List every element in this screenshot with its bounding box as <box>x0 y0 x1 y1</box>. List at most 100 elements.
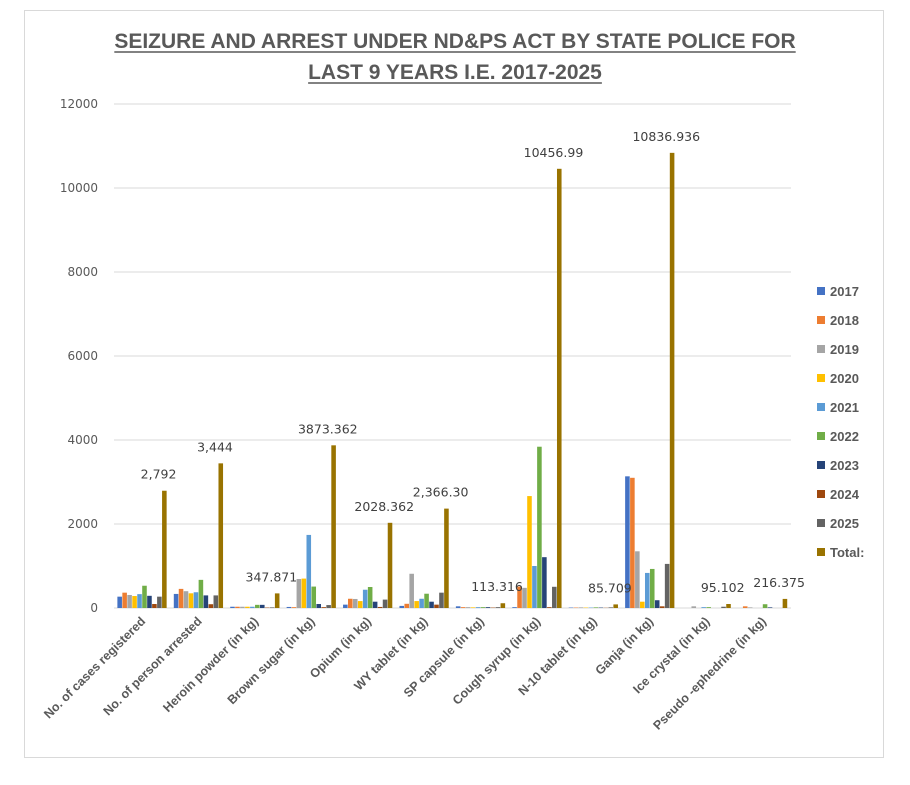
bar-total <box>782 598 788 608</box>
bar-2024 <box>321 607 326 608</box>
data-label: 10456.99 <box>524 145 584 160</box>
y-tick-label: 6000 <box>67 349 98 363</box>
bar-2020 <box>188 593 194 608</box>
bar-2025 <box>608 607 614 608</box>
bar-2021 <box>701 607 706 608</box>
data-label: 2,366.30 <box>413 485 469 500</box>
bar-2024 <box>434 604 439 608</box>
legend-label: 2019 <box>830 342 859 357</box>
bar-total <box>331 445 336 608</box>
bar-2022 <box>593 607 599 608</box>
bar-2025 <box>495 607 501 608</box>
bar-2018 <box>178 588 184 608</box>
bar-2019 <box>747 607 753 608</box>
bar-2025 <box>213 595 219 608</box>
bar-2020 <box>357 601 363 608</box>
bar-2021 <box>475 607 481 608</box>
bar-2023 <box>372 601 378 608</box>
y-tick-label: 2000 <box>67 517 98 531</box>
bar-2023 <box>429 601 434 608</box>
bar-2022 <box>424 593 429 608</box>
bar-2018 <box>291 607 297 608</box>
data-label: 85.709 <box>588 580 632 595</box>
bar-2024 <box>377 606 383 608</box>
bar-2019 <box>465 607 471 608</box>
legend-label: 2024 <box>830 487 860 502</box>
category-label: No. of person arrested <box>101 614 205 718</box>
bar-2017 <box>230 606 235 608</box>
bar-total <box>218 463 224 608</box>
bar-2017 <box>512 607 517 608</box>
data-label: 95.102 <box>701 580 745 595</box>
bar-2018 <box>517 586 522 608</box>
bar-2022 <box>649 568 655 608</box>
bar-2025 <box>157 596 162 608</box>
category-label: Pseudo -ephedrine (in kg) <box>650 614 768 732</box>
bar-2022 <box>142 585 147 608</box>
bar-2023 <box>203 595 209 608</box>
bar-2018 <box>630 477 635 608</box>
data-label: 113.316 <box>471 579 523 594</box>
legend-swatch <box>817 287 825 295</box>
legend-swatch <box>817 519 825 527</box>
legend-swatch <box>817 374 825 382</box>
y-tick-label: 0 <box>90 601 98 615</box>
bar-chart: SEIZURE AND ARREST UNDER ND&PS ACT BY ST… <box>41 30 864 733</box>
data-labels: 2,792 3,444 347.871 3873.362 2028.3622,366.3… <box>141 129 805 596</box>
bar-2023 <box>316 604 321 608</box>
bar-2019 <box>240 606 245 608</box>
bar-2025 <box>382 599 388 608</box>
bar-2021 <box>193 592 199 608</box>
bar-2020 <box>640 601 645 608</box>
data-label: 3873.362 <box>298 421 358 436</box>
data-label: 3,444 <box>197 439 233 454</box>
bar-2019 <box>522 587 527 608</box>
data-label: 10836.936 <box>632 129 700 144</box>
bar-2017 <box>117 596 122 608</box>
bar-2022 <box>537 446 542 608</box>
bar-2019 <box>691 606 697 608</box>
legend-label: 2020 <box>830 371 859 386</box>
bar-2023 <box>147 595 152 608</box>
bar-total <box>556 168 562 608</box>
bar-2022 <box>480 607 486 608</box>
bar-2019 <box>127 594 132 608</box>
legend-label: 2018 <box>830 313 859 328</box>
bar-2019 <box>578 607 584 608</box>
bar-2021 <box>306 534 312 608</box>
bar-2021 <box>419 598 424 608</box>
bar-2020 <box>527 496 532 608</box>
legend-swatch <box>817 461 825 469</box>
bar-total <box>162 490 167 608</box>
bar-2021 <box>137 594 142 608</box>
y-axis-ticks: 0 2000 4000 6000 8000 10000 12000 <box>60 97 98 615</box>
bar-total <box>669 152 675 608</box>
bar-2024 <box>208 604 214 608</box>
bar-2017 <box>399 605 405 608</box>
bar-2022 <box>762 604 768 608</box>
bar-2025 <box>664 563 670 608</box>
bar-2024 <box>659 606 665 608</box>
data-label: 347.871 <box>246 569 298 584</box>
bar-2017 <box>173 593 179 608</box>
y-tick-label: 8000 <box>67 265 98 279</box>
bar-total <box>500 603 506 608</box>
bar-2018 <box>404 603 409 608</box>
bar-2019 <box>409 573 414 608</box>
chart-title-line: SEIZURE AND ARREST UNDER ND&PS ACT BY ST… <box>114 30 795 53</box>
bar-2021 <box>532 566 537 608</box>
bar-2018 <box>235 606 240 608</box>
bar-2023 <box>485 607 491 608</box>
bar-2022 <box>311 586 317 608</box>
bar-2018 <box>742 606 748 608</box>
bar-2024 <box>547 607 552 608</box>
y-tick-label: 10000 <box>60 181 98 195</box>
bar-2019 <box>296 579 302 608</box>
legend-label: 2021 <box>830 400 859 415</box>
bar-total <box>274 593 280 608</box>
bar-2019 <box>635 551 640 608</box>
chart-title: SEIZURE AND ARREST UNDER ND&PS ACT BY ST… <box>114 30 796 84</box>
category-label: No. of cases registered <box>41 614 148 721</box>
bar-2022 <box>706 607 711 608</box>
